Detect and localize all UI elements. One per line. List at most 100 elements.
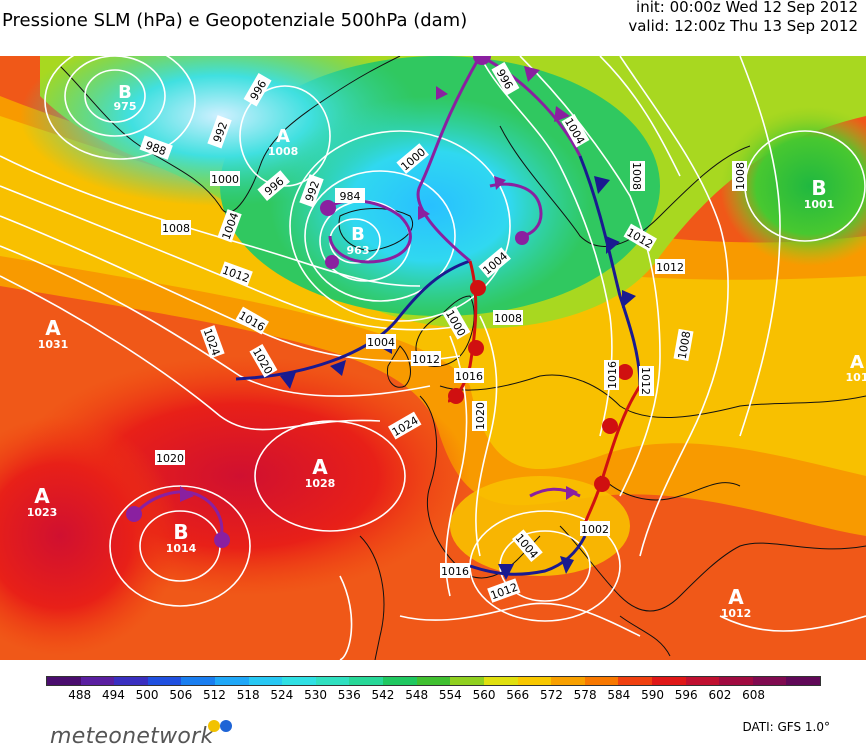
colorbar-tick-label: 524 — [270, 688, 294, 702]
isobar-label: 1004 — [367, 336, 395, 349]
colorbar-tick-label: 506 — [169, 688, 193, 702]
colorbar-swatch — [517, 677, 552, 685]
colorbar-swatch — [685, 677, 720, 685]
colorbar-swatch — [215, 677, 249, 685]
colorbar-tick-label: 584 — [607, 688, 631, 702]
colorbar-tick-label: 494 — [101, 688, 125, 702]
pressure-centers: B 975 A 1008 B 963 B 1001 A 1031 A 1028 … — [27, 82, 866, 620]
center-letter: B — [811, 176, 826, 200]
colorbar-tick-label: 602 — [708, 688, 732, 702]
data-source: DATI: GFS 1.0° — [742, 720, 830, 734]
colorbar — [46, 676, 821, 686]
colorbar-labels: 488 494 500 506 512 518 524 530 536 542 548 554 560 5… — [46, 688, 821, 704]
center-value: 1023 — [27, 506, 58, 519]
isobar-label: 1016 — [606, 361, 619, 389]
colorbar-tick-label: 548 — [405, 688, 429, 702]
colorbar-tick-label: 596 — [674, 688, 698, 702]
center-letter: B — [351, 224, 365, 245]
colorbar-swatch — [47, 677, 81, 685]
colorbar-tick-label: 572 — [539, 688, 563, 702]
colorbar-swatch — [349, 677, 384, 685]
isobar-label: 1000 — [211, 173, 239, 186]
colorbar-tick-label: 560 — [472, 688, 496, 702]
init-time: init: 00:00z Wed 12 Sep 2012 — [636, 0, 858, 16]
colorbar-tick-label: 608 — [742, 688, 766, 702]
center-value: 963 — [347, 244, 370, 257]
logo-dot — [220, 720, 232, 732]
cold-front-east — [578, 155, 642, 387]
colorbar-tick-label: 566 — [506, 688, 530, 702]
map-title: Pressione SLM (hPa) e Geopotenziale 500h… — [2, 10, 468, 31]
center-letter: A — [276, 126, 290, 147]
colorbar-swatch — [416, 677, 451, 685]
occluded-norway — [489, 182, 543, 238]
center-value: 1014 — [166, 542, 197, 555]
colorbar-swatch — [114, 677, 148, 685]
colorbar-swatch — [719, 677, 753, 685]
isobar-label: 1016 — [441, 565, 469, 578]
colorbar-tick-label: 542 — [371, 688, 395, 702]
center-letter: B — [118, 82, 132, 103]
colorbar-swatch — [618, 677, 652, 685]
red-sw — [0, 416, 180, 656]
isobar-label: 1012 — [656, 261, 684, 274]
colorbar-swatch — [752, 677, 787, 685]
isobar-label: 1012 — [412, 353, 440, 366]
colorbar-tick-label: 578 — [573, 688, 597, 702]
occluded-front-north-2 — [479, 56, 582, 157]
colorbar-swatch — [181, 677, 216, 685]
center-letter: A — [728, 585, 744, 609]
isobar-label: 1020 — [156, 452, 184, 465]
center-value: 975 — [114, 100, 137, 113]
colorbar-swatch — [315, 677, 350, 685]
isobar-label: 1016 — [455, 370, 483, 383]
colorbar-swatch — [450, 677, 484, 685]
center-letter: A — [850, 352, 864, 373]
isobar-label: 984 — [340, 190, 361, 203]
cyan-iceland — [270, 96, 590, 316]
isobar-label: 1020 — [474, 402, 487, 430]
isobar-label: 1008 — [734, 162, 747, 190]
isobar-label: 1002 — [581, 523, 609, 536]
colorbar-tick-label: 554 — [438, 688, 462, 702]
colorbar-tick-label: 512 — [203, 688, 226, 702]
colorbar-tick-label: 518 — [236, 688, 260, 702]
isobar-label: 1008 — [162, 222, 190, 235]
occluded-iceland — [328, 199, 412, 264]
isobar-label: 1008 — [676, 330, 694, 360]
isobar-label: 1008 — [630, 162, 643, 190]
colorbar-tick-label: 500 — [135, 688, 159, 702]
cold-front-atlantic — [235, 259, 471, 381]
occluded-atlantic-low — [133, 490, 224, 542]
colorbar-swatch — [651, 677, 686, 685]
colorbar-swatch — [147, 677, 182, 685]
center-value: 1031 — [38, 338, 69, 351]
valid-time: valid: 12:00z Thu 13 Sep 2012 — [628, 17, 858, 35]
logo-dot — [208, 720, 220, 732]
center-letter: A — [34, 484, 50, 508]
center-letter: A — [45, 316, 61, 340]
colorbar-swatch — [483, 677, 518, 685]
meteonetwork-logo[interactable]: meteonetwork — [50, 724, 214, 749]
colorbar-swatch — [383, 677, 417, 685]
center-letter: B — [173, 520, 188, 544]
cold-front-med — [469, 535, 587, 576]
center-value: 101 — [846, 371, 866, 384]
center-letter: A — [312, 455, 328, 479]
center-value: 1001 — [804, 198, 835, 211]
weather-fronts — [126, 56, 642, 580]
center-value: 1012 — [721, 607, 752, 620]
colorbar-swatch — [551, 677, 585, 685]
colorbar-tick-label: 590 — [641, 688, 664, 702]
colorbar-tick-label: 488 — [68, 688, 92, 702]
center-value: 1028 — [305, 477, 336, 490]
green-east — [720, 106, 866, 266]
colorbar-tick-label: 536 — [337, 688, 361, 702]
colorbar-swatch — [786, 677, 821, 685]
colorbar-swatch — [584, 677, 619, 685]
colorbar-swatch — [80, 677, 115, 685]
isobar-label: 1012 — [639, 367, 652, 395]
center-value: 1008 — [268, 145, 299, 158]
occluded-front-north — [416, 56, 482, 263]
colorbar-swatch — [282, 677, 316, 685]
